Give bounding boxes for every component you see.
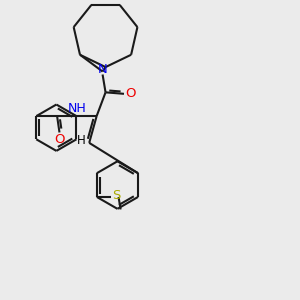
Text: N: N [98,63,107,76]
Text: O: O [125,87,136,100]
Text: NH: NH [67,102,86,115]
Text: H: H [76,134,85,147]
Text: S: S [112,189,121,202]
Text: O: O [54,133,65,146]
